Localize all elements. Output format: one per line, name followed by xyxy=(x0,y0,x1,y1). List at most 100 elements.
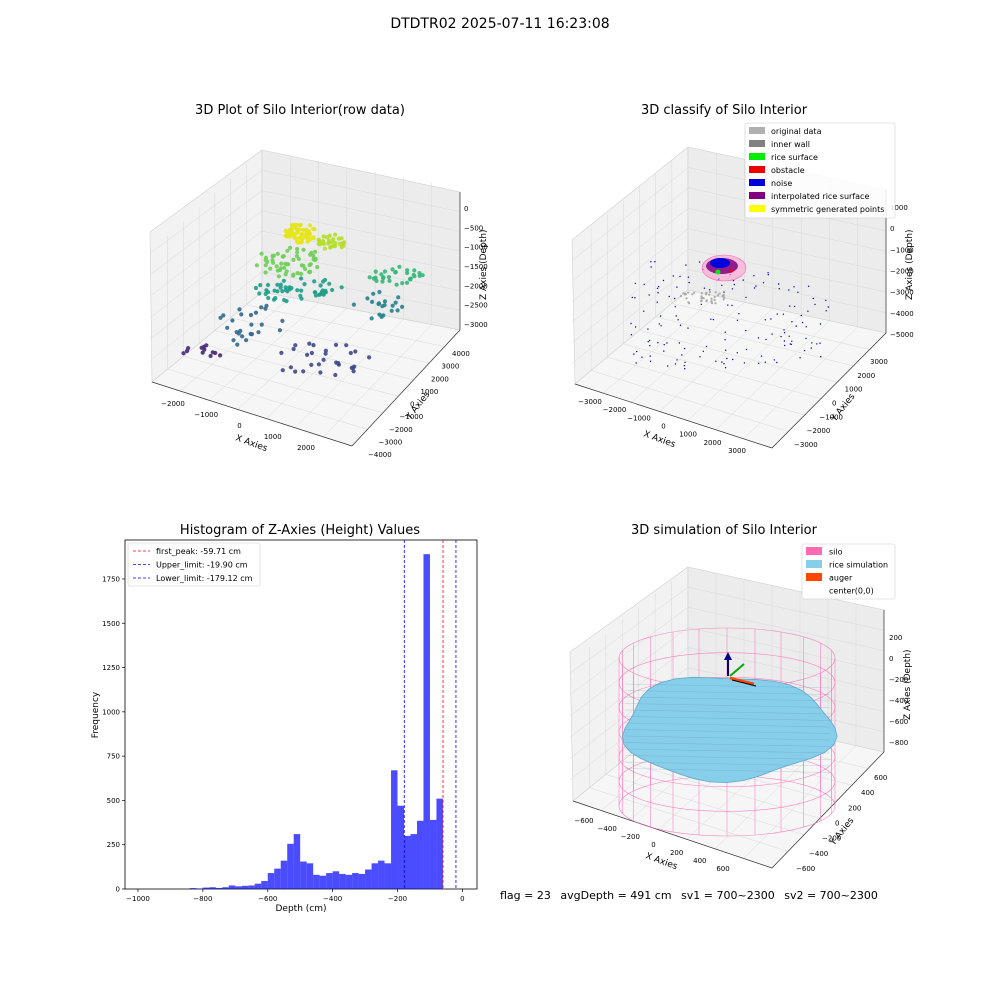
simulation-plot-pane-floor xyxy=(572,707,885,869)
classify-noise-point xyxy=(700,303,702,306)
classify-noise-point xyxy=(648,339,651,342)
raw-plot-point xyxy=(307,263,312,268)
histogram-bar xyxy=(202,887,210,889)
raw-plot-point xyxy=(393,270,398,275)
raw-plot-point xyxy=(381,313,386,318)
raw-plot-point xyxy=(316,237,321,242)
raw-plot-point xyxy=(309,350,314,356)
raw-plot-z-tick: −3000 xyxy=(464,321,488,329)
histogram-bar xyxy=(222,887,229,889)
raw-plot-point xyxy=(278,266,283,271)
histogram-y-ticks: 0 250 500 750 1000 1250 1500 1750 xyxy=(102,575,125,894)
classify-original-point xyxy=(683,292,686,295)
classify-noise-point xyxy=(634,282,636,285)
classify-plot-y-tick: −2000 xyxy=(807,427,831,435)
raw-plot-y-tick: 1000 xyxy=(421,388,439,396)
classify-interpolated-surface xyxy=(706,258,738,274)
raw-plot-y-tick: −1000 xyxy=(400,413,424,421)
simulation-plot-grid-line xyxy=(714,598,829,850)
raw-plot-point xyxy=(200,350,205,355)
raw-plot-point xyxy=(281,254,286,259)
raw-plot-point xyxy=(259,251,264,256)
classify-noise-point xyxy=(723,363,725,365)
classify-noise-point xyxy=(827,306,829,308)
raw-plot-point xyxy=(307,232,312,237)
raw-plot-point xyxy=(271,297,277,302)
raw-plot-point xyxy=(308,262,313,267)
raw-plot-grid-line xyxy=(198,207,399,397)
raw-plot-point xyxy=(400,304,405,309)
rice-mesh-line xyxy=(624,703,831,708)
raw-plot-point xyxy=(400,281,405,286)
raw-plot-point xyxy=(290,232,295,237)
raw-plot-point xyxy=(331,237,336,242)
raw-plot-point xyxy=(210,350,215,355)
classify-original-point xyxy=(682,292,685,295)
raw-plot-point xyxy=(350,366,355,371)
raw-plot-point xyxy=(319,290,324,295)
classify-noise-point xyxy=(656,287,659,290)
raw-plot-point xyxy=(351,369,356,374)
raw-plot-point xyxy=(322,246,327,251)
raw-plot-point xyxy=(397,264,402,269)
raw-plot-point xyxy=(301,369,306,374)
classify-plot-x-ticks: −3000−2000−1000 0 1000 2000 3000 xyxy=(578,398,746,455)
raw-plot-point xyxy=(382,269,388,274)
raw-plot-point xyxy=(307,341,312,346)
raw-plot-point xyxy=(380,304,385,309)
classify-plot-grid-line xyxy=(571,167,887,261)
histogram-legend-frame xyxy=(127,542,261,587)
classify-noise-point xyxy=(738,313,740,315)
classify-plot-grid-line xyxy=(639,187,838,383)
raw-plot-point xyxy=(374,278,379,283)
raw-plot-grid-line xyxy=(208,160,319,401)
raw-plot-y-ticks: 4000 3000 2000 1000 0 −1000 −2000 −3000 −4000 xyxy=(368,350,470,459)
raw-plot-point xyxy=(377,312,382,317)
classify-plot-y-axis-line xyxy=(771,332,887,449)
raw-plot-point xyxy=(184,348,190,354)
raw-plot-point xyxy=(295,246,300,252)
raw-plot-point xyxy=(287,287,292,292)
histogram-bar xyxy=(358,873,366,889)
histogram-bar xyxy=(254,883,262,889)
classify-noise-point xyxy=(650,261,652,263)
raw-plot-point xyxy=(351,302,356,307)
classify-original-point xyxy=(713,298,716,302)
simulation-plot-y-tick: −200 xyxy=(822,835,841,843)
simulation-plot-x-tick: 600 xyxy=(716,865,729,873)
simulation-plot-grid-line xyxy=(569,667,885,759)
classify-plot-z-tick: −3000 xyxy=(890,289,914,297)
silo-wireframe xyxy=(618,627,836,837)
classify-noise-point xyxy=(816,343,818,345)
classify-noise-point xyxy=(724,331,726,333)
raw-plot-point xyxy=(313,290,318,295)
raw-plot-point xyxy=(275,251,280,256)
simulation-plot-grid-line xyxy=(629,579,745,821)
histogram-x-tick: −1000 xyxy=(126,895,150,903)
classify-plot-z-tick: −2000 xyxy=(890,268,914,276)
classify-noise-point xyxy=(771,333,773,335)
raw-plot-point xyxy=(330,240,335,245)
histogram-bar xyxy=(423,554,430,889)
simulation-plot-z-tick: 200 xyxy=(889,634,902,642)
raw-plot-point xyxy=(365,296,370,301)
histogram-bar xyxy=(397,805,405,889)
raw-plot-point xyxy=(279,350,284,355)
histogram-bar xyxy=(293,834,301,889)
classify-plot-pane-left xyxy=(571,146,689,385)
histogram-x-label: Depth (cm) xyxy=(275,904,326,914)
classify-original-point xyxy=(691,293,694,296)
classify-noise-point xyxy=(715,360,717,362)
raw-plot-grid-line xyxy=(323,182,432,438)
raw-plot-point xyxy=(367,355,372,360)
classify-noise-point xyxy=(810,347,812,349)
histogram-y-tick: 750 xyxy=(107,753,120,761)
classify-plot-grid-line xyxy=(571,228,887,323)
classify-original-point xyxy=(700,299,703,302)
classify-noise-point xyxy=(677,319,679,321)
raw-plot-point xyxy=(323,288,328,293)
center-axis-y xyxy=(729,663,745,677)
raw-plot-point xyxy=(324,235,329,240)
raw-plot-point xyxy=(280,289,285,294)
